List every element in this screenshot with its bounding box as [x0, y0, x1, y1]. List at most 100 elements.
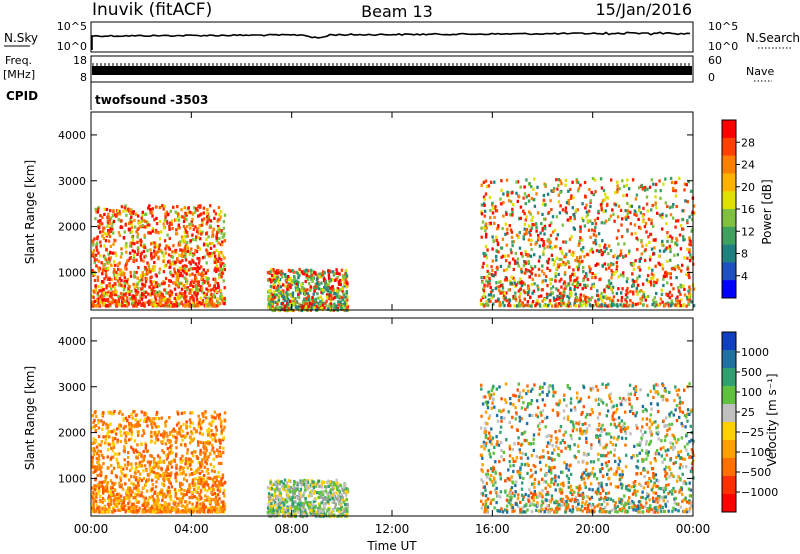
scatter-cell	[148, 223, 151, 227]
scatter-cell	[509, 248, 513, 252]
scatter-cell	[106, 297, 110, 302]
scatter-cell	[196, 292, 199, 296]
scatter-cell	[168, 293, 172, 298]
scatter-cell	[220, 420, 223, 424]
scatter-cell	[491, 203, 494, 207]
scatter-cell	[508, 264, 511, 268]
scatter-cell	[547, 257, 551, 261]
scatter-cell	[185, 281, 189, 285]
scatter-cell	[480, 235, 483, 239]
scatter-cell	[146, 225, 149, 229]
scatter-cell	[97, 259, 100, 263]
scatter-cell	[480, 212, 484, 216]
scatter-cell	[132, 486, 136, 490]
scatter-cell	[95, 245, 98, 249]
scatter-cell	[671, 236, 674, 240]
scatter-cell	[616, 184, 619, 188]
scatter-cell	[94, 207, 97, 211]
scatter-cell	[296, 287, 299, 291]
scatter-cell	[570, 252, 573, 257]
scatter-cell	[218, 273, 221, 277]
scatter-cell	[635, 213, 638, 217]
scatter-cell	[533, 223, 536, 227]
scatter-cell	[131, 249, 134, 253]
scatter-cell	[165, 210, 169, 214]
scatter-cell	[305, 268, 308, 272]
scatter-cell	[163, 205, 166, 209]
scatter-cell	[574, 299, 577, 303]
scatter-cell	[315, 273, 319, 277]
scatter-cell	[275, 277, 278, 281]
scatter-cell	[483, 209, 487, 213]
scatter-cell	[195, 294, 198, 298]
scatter-cell	[615, 261, 618, 265]
scatter-cell	[158, 505, 161, 509]
scatter-cell	[683, 256, 686, 260]
scatter-cell	[304, 307, 307, 311]
scatter-cell	[172, 501, 175, 506]
scatter-cell	[560, 249, 563, 253]
scatter-cell	[149, 211, 152, 215]
scatter-cell	[509, 228, 513, 232]
scatter-cell	[168, 416, 171, 420]
scatter-cell	[174, 501, 177, 505]
scatter-cell	[669, 301, 672, 305]
scatter-cell	[288, 293, 291, 297]
scatter-cell	[182, 224, 186, 229]
scatter-cell	[315, 281, 319, 286]
scatter-cell	[134, 462, 138, 466]
scatter-cell	[149, 440, 153, 444]
scatter-cell	[137, 286, 140, 291]
scatter-cell	[509, 213, 512, 217]
scatter-cell	[320, 307, 323, 311]
scatter-cell	[554, 279, 557, 283]
scatter-cell	[584, 194, 587, 198]
scatter-cell	[154, 290, 157, 294]
scatter-cell	[183, 293, 187, 297]
scatter-cell	[594, 273, 597, 277]
scatter-cell	[176, 508, 180, 512]
scatter-cell	[205, 456, 208, 460]
scatter-cell	[181, 471, 185, 475]
scatter-cell	[117, 411, 121, 415]
scatter-cell	[585, 303, 588, 307]
scatter-cell	[574, 304, 578, 308]
scatter-cell	[134, 413, 138, 417]
scatter-cell	[649, 280, 652, 284]
scatter-cell	[101, 215, 104, 219]
scatter-cell	[325, 293, 329, 297]
scatter-cell	[335, 268, 338, 272]
scatter-cell	[191, 267, 194, 271]
scatter-cell	[562, 240, 565, 244]
scatter-cell	[95, 298, 98, 302]
scatter-cell	[130, 412, 133, 416]
scatter-cell	[510, 230, 514, 234]
scatter-cell	[151, 292, 154, 296]
scatter-cell	[579, 293, 582, 297]
scatter-cell	[489, 216, 492, 220]
scatter-cell	[638, 289, 641, 294]
scatter-cell	[569, 216, 572, 220]
power-colorbar-swatch	[722, 173, 736, 192]
scatter-cell	[287, 275, 290, 279]
scatter-cell	[189, 239, 192, 243]
scatter-cell	[497, 250, 500, 254]
scatter-cell	[666, 204, 669, 209]
scatter-cell	[109, 226, 112, 230]
scatter-cell	[111, 214, 115, 218]
scatter-cell	[660, 241, 664, 245]
scatter-cell	[177, 281, 181, 285]
scatter-cell	[671, 205, 674, 209]
scatter-cell	[123, 431, 126, 435]
scatter-cell	[519, 277, 522, 281]
scatter-cell	[525, 215, 528, 219]
scatter-cell	[170, 219, 174, 223]
scatter-cell	[104, 272, 108, 276]
scatter-cell	[139, 294, 143, 298]
scatter-cell	[199, 237, 202, 241]
scatter-cell	[106, 426, 110, 430]
scatter-cell	[212, 483, 215, 488]
scatter-cell	[143, 419, 146, 423]
scatter-cell	[674, 303, 677, 307]
scatter-cell	[144, 295, 147, 299]
